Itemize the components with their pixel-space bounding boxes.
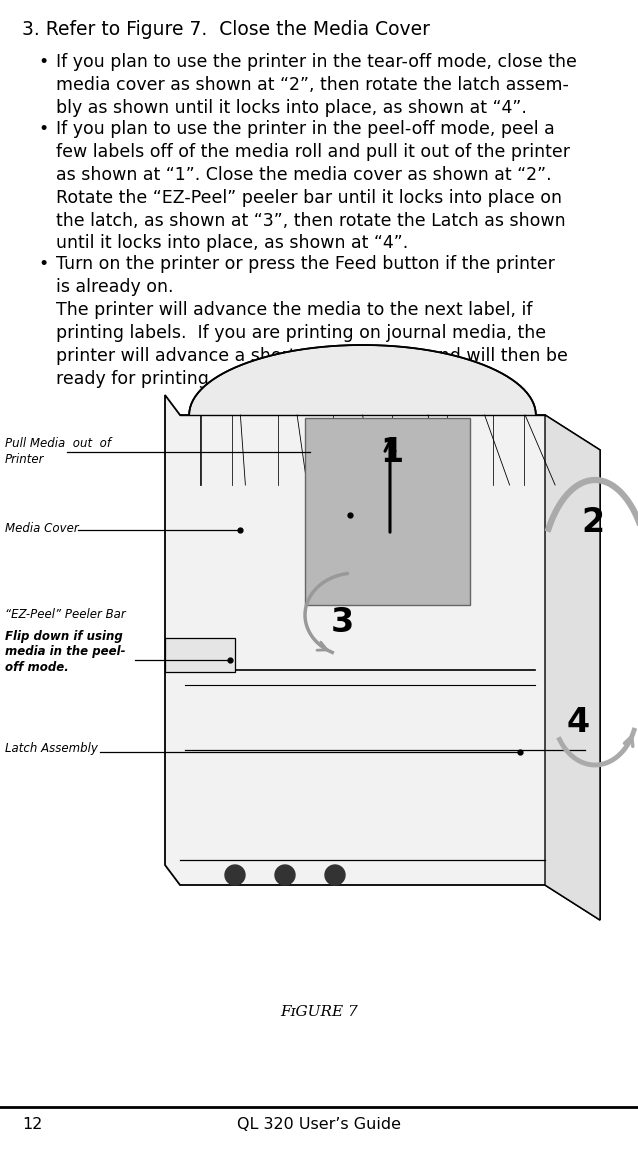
Polygon shape — [305, 419, 470, 605]
Text: If you plan to use the printer in the peel-off mode, peel a
few labels off of th: If you plan to use the printer in the pe… — [56, 120, 570, 253]
Text: “EZ-Peel” Peeler Bar: “EZ-Peel” Peeler Bar — [5, 608, 126, 621]
Circle shape — [275, 865, 295, 886]
Text: •: • — [38, 255, 48, 273]
Text: Media Cover: Media Cover — [5, 522, 78, 535]
Text: •: • — [38, 120, 48, 138]
Polygon shape — [165, 395, 600, 920]
Polygon shape — [165, 638, 235, 672]
Circle shape — [225, 865, 245, 886]
Text: 1: 1 — [380, 436, 404, 468]
Text: 12: 12 — [22, 1117, 42, 1132]
Polygon shape — [545, 415, 600, 920]
Text: Flip down if using
media in the peel-
off mode.: Flip down if using media in the peel- of… — [5, 630, 126, 675]
Text: Latch Assembly: Latch Assembly — [5, 743, 98, 755]
Text: 3: 3 — [330, 605, 353, 639]
Text: 2: 2 — [581, 505, 605, 538]
Circle shape — [325, 865, 345, 886]
Text: Turn on the printer or press the Feed button if the printer
is already on.
The p: Turn on the printer or press the Feed bu… — [56, 255, 568, 387]
Text: Pull Media  out  of
Printer: Pull Media out of Printer — [5, 437, 111, 466]
Text: If you plan to use the printer in the tear-off mode, close the
media cover as sh: If you plan to use the printer in the te… — [56, 53, 577, 116]
Text: 4: 4 — [567, 706, 590, 739]
Text: 3. Refer to Figure 7.  Close the Media Cover: 3. Refer to Figure 7. Close the Media Co… — [22, 20, 430, 39]
Text: FɪGURE 7: FɪGURE 7 — [280, 1005, 358, 1019]
Text: QL 320 User’s Guide: QL 320 User’s Guide — [237, 1117, 401, 1132]
Text: •: • — [38, 53, 48, 71]
